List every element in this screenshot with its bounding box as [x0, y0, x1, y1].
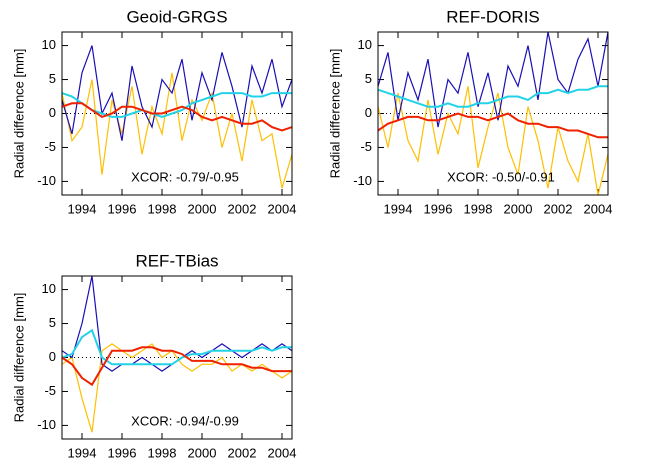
y-tick-label: -5	[44, 139, 56, 154]
y-axis-label: Radial difference [mm]	[11, 293, 26, 423]
x-tick-label: 2004	[268, 445, 297, 460]
x-tick-label: 1994	[68, 445, 97, 460]
y-axis-label: Radial difference [mm]	[327, 49, 342, 179]
annotation: XCOR: -0.94/-0.99	[131, 413, 239, 428]
plot-frame	[61, 31, 293, 196]
y-axis-label: Radial difference [mm]	[11, 49, 26, 179]
panel-title: REF-DORIS	[446, 7, 540, 26]
series-line	[62, 346, 292, 387]
series-line	[62, 102, 292, 132]
y-tick-label: -5	[360, 139, 372, 154]
series-line	[62, 92, 292, 118]
x-tick-label: 2000	[504, 201, 533, 216]
panel-title: Geoid-GRGS	[126, 7, 227, 26]
series-line	[62, 343, 292, 433]
y-tick-label: 10	[358, 37, 372, 52]
series-line	[378, 112, 608, 139]
x-tick-label: 2002	[228, 445, 257, 460]
y-tick-label: 5	[365, 71, 372, 86]
series-line	[378, 86, 608, 195]
lines	[378, 32, 608, 195]
y-tick-label: 5	[49, 71, 56, 86]
y-tick-label: -10	[37, 417, 56, 432]
x-tick-label: 1996	[108, 201, 137, 216]
plot-frame	[377, 31, 609, 196]
y-tick-label: 5	[49, 315, 56, 330]
panel-title: REF-TBias	[135, 251, 218, 270]
y-tick-label: 10	[42, 37, 56, 52]
panel: REF-DORIS Radial difference [mm] -10 -5 0 5 10…	[327, 7, 612, 216]
x-tick-label: 2000	[188, 445, 217, 460]
annotation: XCOR: -0.79/-0.95	[131, 169, 239, 184]
lines	[62, 276, 292, 433]
y-tick-label: 10	[42, 281, 56, 296]
x-tick-label: 1998	[148, 201, 177, 216]
series-line	[62, 45, 292, 141]
series-line	[62, 72, 292, 189]
x-tick-label: 2002	[544, 201, 573, 216]
y-tick-label: -5	[44, 383, 56, 398]
x-tick-label: 1994	[68, 201, 97, 216]
series-line	[62, 328, 292, 366]
panel: REF-TBias Radial difference [mm] -10 -5 0 5 10…	[11, 251, 296, 460]
x-tick-label: 1998	[148, 445, 177, 460]
y-tick-label: -10	[37, 173, 56, 188]
y-tick-label: 0	[49, 105, 56, 120]
y-tick-label: 0	[365, 105, 372, 120]
plot-frame	[61, 275, 293, 440]
series-line	[378, 32, 608, 128]
x-tick-label: 2000	[188, 201, 217, 216]
series-line	[378, 85, 608, 108]
panel: Geoid-GRGS Radial difference [mm] -10 -5 0 5 1…	[11, 7, 296, 216]
x-tick-label: 2004	[584, 201, 613, 216]
annotation: XCOR: -0.50/-0.91	[447, 169, 555, 184]
x-tick-label: 2002	[228, 201, 257, 216]
x-tick-label: 1998	[464, 201, 493, 216]
x-tick-label: 1996	[424, 201, 453, 216]
x-tick-label: 1994	[384, 201, 413, 216]
x-tick-label: 1996	[108, 445, 137, 460]
x-tick-label: 2004	[268, 201, 297, 216]
lines	[62, 45, 292, 189]
y-tick-label: 0	[49, 349, 56, 364]
y-tick-label: -10	[353, 173, 372, 188]
